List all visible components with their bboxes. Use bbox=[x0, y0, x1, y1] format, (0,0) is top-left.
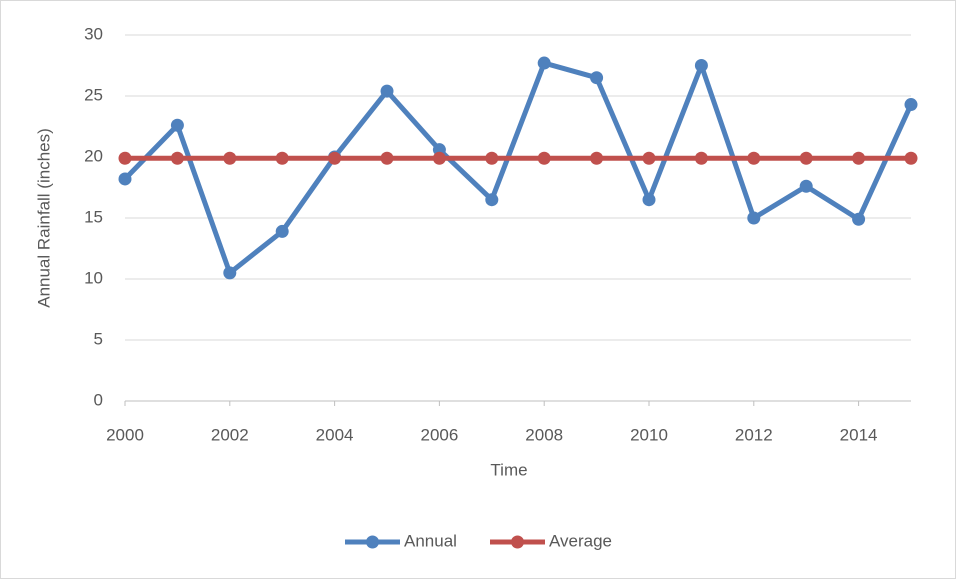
data-point bbox=[223, 266, 237, 280]
legend-label: Annual bbox=[404, 531, 457, 550]
x-tick-label: 2002 bbox=[211, 425, 249, 444]
y-axis-label: Annual Rainfall (inches) bbox=[34, 128, 53, 308]
data-point bbox=[380, 84, 394, 98]
data-point bbox=[799, 151, 813, 165]
data-point bbox=[590, 71, 604, 85]
y-tick-label: 25 bbox=[84, 85, 103, 104]
data-point bbox=[904, 151, 918, 165]
data-point bbox=[694, 59, 708, 72]
data-point bbox=[537, 56, 551, 70]
x-tick-label: 2014 bbox=[840, 425, 878, 444]
data-point bbox=[590, 151, 604, 165]
x-tick-label: 2008 bbox=[525, 425, 563, 444]
data-point bbox=[485, 193, 499, 207]
series-line bbox=[123, 60, 914, 276]
x-tick-label: 2000 bbox=[106, 425, 144, 444]
x-tick-label: 2006 bbox=[420, 425, 458, 444]
data-point bbox=[432, 151, 446, 165]
x-tick-label: 2004 bbox=[316, 425, 354, 444]
data-point bbox=[537, 151, 551, 165]
x-tick-label: 2010 bbox=[630, 425, 668, 444]
data-point bbox=[275, 151, 289, 165]
y-tick-label: 5 bbox=[94, 329, 103, 348]
data-point bbox=[694, 151, 708, 165]
y-tick-label: 15 bbox=[84, 207, 103, 226]
x-tick-label: 2012 bbox=[735, 425, 773, 444]
data-point bbox=[380, 151, 394, 165]
data-point bbox=[170, 151, 184, 165]
data-point bbox=[747, 151, 761, 165]
data-point bbox=[485, 151, 499, 165]
legend-marker bbox=[366, 535, 379, 549]
data-point bbox=[904, 98, 918, 112]
data-point bbox=[642, 151, 656, 165]
data-point bbox=[852, 151, 866, 165]
y-tick-label: 0 bbox=[94, 390, 103, 409]
y-tick-label: 20 bbox=[84, 146, 103, 165]
data-point bbox=[223, 151, 237, 165]
data-point bbox=[747, 211, 761, 225]
data-point bbox=[170, 118, 184, 132]
data-point bbox=[799, 179, 813, 193]
data-point bbox=[275, 224, 289, 238]
y-tick-label: 30 bbox=[84, 24, 103, 43]
x-axis-label: Time bbox=[490, 460, 527, 479]
legend-marker bbox=[511, 535, 524, 549]
data-point bbox=[852, 212, 866, 226]
data-point bbox=[118, 151, 132, 165]
y-tick-label: 10 bbox=[84, 268, 103, 287]
data-point bbox=[642, 193, 656, 207]
legend-label: Average bbox=[549, 531, 612, 550]
data-point bbox=[118, 172, 132, 186]
data-point bbox=[328, 151, 342, 165]
